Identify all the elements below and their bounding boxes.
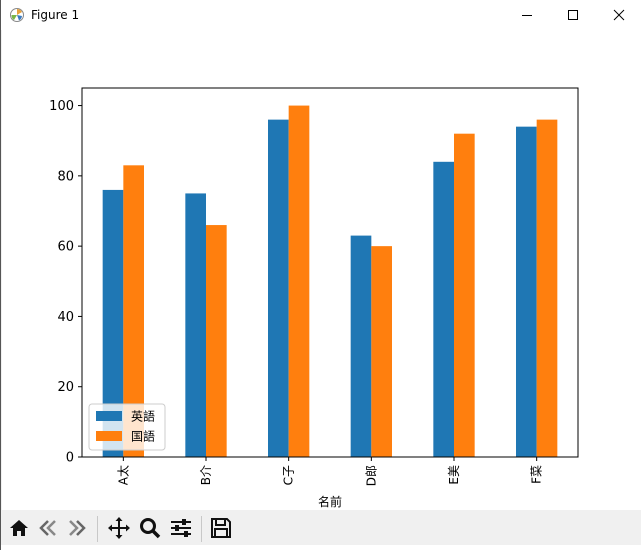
bar-series1 bbox=[433, 161, 454, 458]
y-tick-label: 100 bbox=[49, 99, 74, 114]
toolbar-separator bbox=[97, 516, 98, 542]
x-tick-label: A太 bbox=[115, 465, 130, 485]
plot-frame bbox=[81, 87, 579, 458]
pan-icon bbox=[108, 517, 130, 539]
matplotlib-icon bbox=[10, 8, 24, 22]
bar-series2 bbox=[123, 165, 144, 458]
legend-label: 国語 bbox=[131, 429, 155, 444]
pan-button[interactable] bbox=[105, 514, 133, 542]
window-title: Figure 1 bbox=[31, 8, 80, 22]
toolbar-separator bbox=[201, 516, 202, 542]
bar-series2 bbox=[288, 105, 310, 458]
minimize-icon bbox=[522, 15, 532, 16]
legend-label: 英語 bbox=[131, 409, 155, 424]
forward-button[interactable] bbox=[63, 514, 91, 542]
zoom-icon bbox=[140, 518, 161, 539]
y-tick-label: 0 bbox=[66, 451, 74, 466]
back-button[interactable] bbox=[34, 514, 62, 542]
bar-series1 bbox=[350, 235, 372, 457]
back-icon bbox=[39, 520, 56, 536]
bar-series2 bbox=[454, 133, 475, 457]
y-tick-label: 40 bbox=[57, 310, 74, 325]
home-icon bbox=[10, 520, 28, 536]
forward-icon bbox=[69, 520, 86, 536]
zoom-button[interactable] bbox=[136, 514, 164, 542]
x-tick-label: E美 bbox=[447, 465, 461, 485]
bar-series1 bbox=[516, 126, 537, 458]
configure-subplots-button[interactable] bbox=[167, 514, 195, 542]
save-button[interactable] bbox=[207, 514, 235, 542]
legend-swatch bbox=[96, 431, 122, 441]
maximize-button[interactable] bbox=[550, 0, 596, 30]
y-tick-label: 20 bbox=[57, 380, 74, 395]
title-bar[interactable]: Figure 1 bbox=[1, 0, 641, 30]
bar-series2 bbox=[371, 246, 392, 457]
home-button[interactable] bbox=[5, 514, 33, 542]
y-tick-label: 80 bbox=[57, 169, 74, 184]
x-tick-label: B介 bbox=[199, 465, 213, 485]
bar-series1 bbox=[185, 193, 206, 457]
taskbar-strip bbox=[1, 545, 641, 550]
figure-canvas[interactable]: 0 20 40 60 80 100 A太 B介 C子 D郎 E美 F菜名前 英語国語 bbox=[2, 30, 641, 510]
navigation-toolbar bbox=[1, 510, 641, 550]
minimize-button[interactable] bbox=[504, 0, 550, 30]
legend-swatch bbox=[96, 411, 122, 421]
y-tick-label: 60 bbox=[57, 240, 74, 255]
x-tick-label: C子 bbox=[282, 465, 296, 485]
maximize-icon bbox=[568, 10, 578, 20]
configure-icon bbox=[171, 519, 191, 537]
x-tick-label: D郎 bbox=[364, 465, 378, 486]
bar-series2 bbox=[536, 119, 558, 457]
close-button[interactable] bbox=[596, 0, 641, 30]
bar-series1 bbox=[102, 189, 124, 457]
x-axis-label: 名前 bbox=[318, 494, 342, 509]
bar-series2 bbox=[206, 225, 227, 457]
save-icon bbox=[211, 518, 231, 538]
x-tick-label: F菜 bbox=[530, 465, 544, 484]
close-icon bbox=[613, 9, 625, 21]
bar-series1 bbox=[268, 119, 289, 457]
